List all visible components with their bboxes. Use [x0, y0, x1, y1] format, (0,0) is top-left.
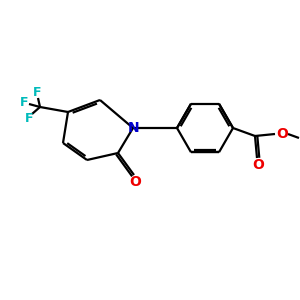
Text: O: O [252, 158, 264, 172]
Text: N: N [128, 121, 140, 135]
Text: F: F [25, 112, 33, 124]
Text: F: F [33, 86, 41, 100]
Text: F: F [20, 97, 28, 110]
Text: O: O [276, 127, 288, 141]
Text: O: O [129, 175, 141, 189]
